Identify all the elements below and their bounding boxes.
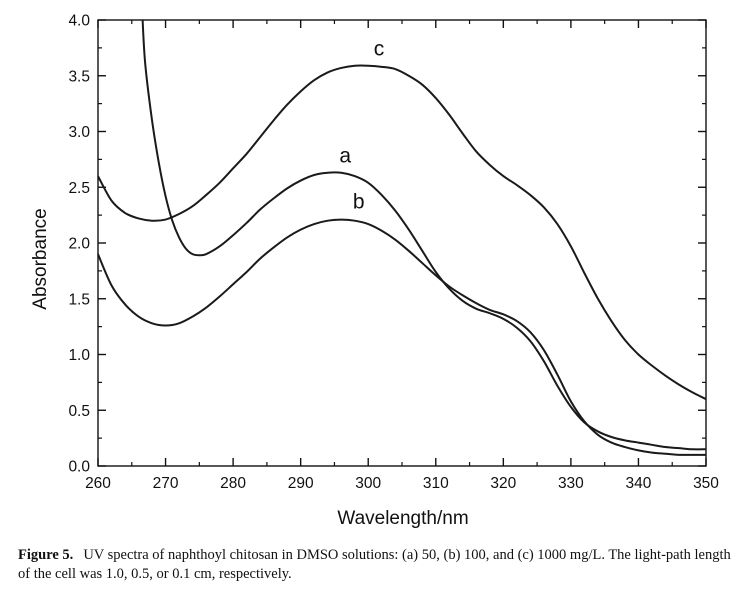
caption-text: UV spectra of naphthoyl chitosan in DMSO…	[18, 547, 731, 582]
x-tick-label: 340	[626, 475, 652, 492]
curve-label-b: b	[353, 190, 365, 213]
plot-frame	[97, 19, 707, 467]
y-axis-label: Absorbance	[30, 208, 51, 309]
y-tick-label: 1.5	[68, 291, 90, 308]
x-tick-label: 290	[288, 475, 314, 492]
y-tick-label: 0.0	[68, 459, 90, 476]
x-tick-label: 260	[85, 475, 111, 492]
x-tick-label: 300	[355, 475, 381, 492]
series-line-c	[97, 64, 707, 400]
y-tick-label: 0.5	[68, 403, 90, 420]
y-tick-label: 3.5	[68, 68, 90, 85]
series-line-b	[97, 218, 706, 456]
y-tick-label: 2.5	[68, 180, 90, 197]
x-tick-label: 310	[423, 475, 449, 492]
caption-label: Figure 5.	[18, 547, 74, 563]
y-tick-label: 3.0	[68, 124, 90, 141]
y-tick-label: 4.0	[68, 13, 90, 30]
x-tick-label: 330	[558, 475, 584, 492]
curve-label-c: c	[374, 38, 385, 61]
plot-border	[97, 19, 707, 467]
x-axis-ticks: 260 270 280 290 300 310 320 330 340 350	[85, 20, 719, 492]
series-layer	[97, 19, 707, 456]
x-tick-label: 280	[220, 475, 246, 492]
annotation-layer: ab c	[339, 38, 384, 214]
x-tick-label: 350	[693, 475, 719, 492]
y-axis-ticks: 0.0 0.5 1.0 1.5 2.0 2.5 3.0 3.5 4.0	[68, 13, 706, 476]
uv-spectra-chart: 260 270 280 290 300 310 320 330 340 350 0.0 0.5 1.0…	[30, 13, 719, 530]
curve-label-a: a	[339, 145, 351, 168]
x-tick-label: 320	[490, 475, 516, 492]
y-tick-label: 1.0	[68, 347, 90, 364]
x-tick-label: 270	[153, 475, 179, 492]
figure-caption: Figure 5. UV spectra of naphthoyl chitosa…	[18, 546, 740, 584]
series-line-a	[141, 19, 707, 451]
x-axis-label: Wavelength/nm	[337, 508, 468, 529]
y-tick-label: 2.0	[68, 236, 90, 253]
